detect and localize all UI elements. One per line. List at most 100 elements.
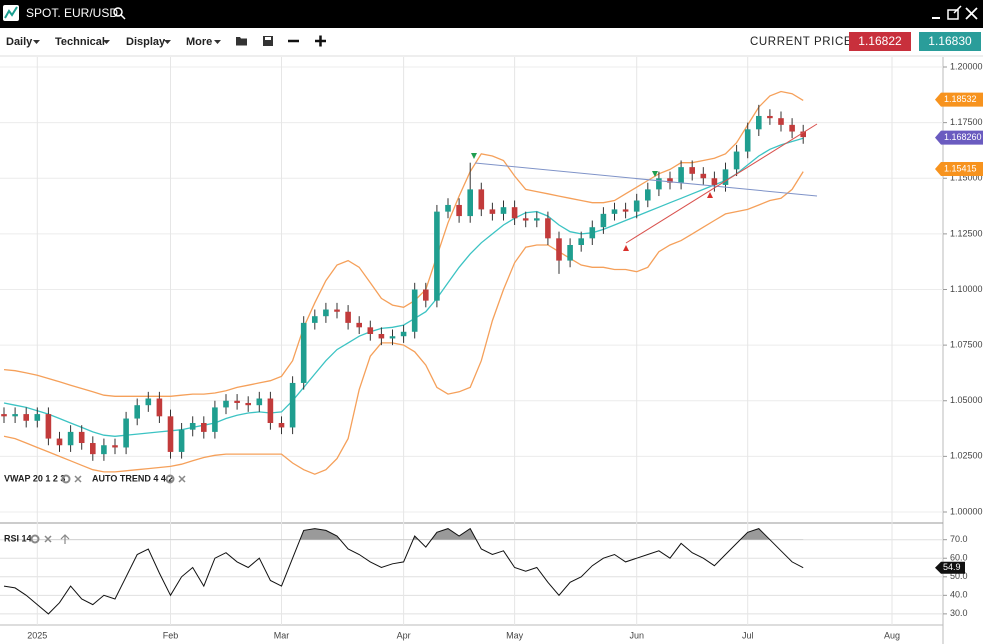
remove-icon[interactable]: [45, 536, 51, 542]
pivot-marker: [652, 171, 658, 177]
candle-body: [445, 205, 451, 212]
x-tick-label: 2025: [27, 630, 47, 640]
y-tick-label: 1.02500: [950, 451, 983, 461]
candle-body: [678, 167, 684, 183]
candle-body: [423, 290, 429, 301]
candle-body: [434, 212, 440, 301]
y-tick-label: 1.20000: [950, 61, 983, 71]
candle-body: [245, 403, 251, 405]
candle-body: [168, 416, 174, 452]
sell-price[interactable]: 1.16822: [849, 32, 911, 51]
candle-body: [312, 316, 318, 323]
candle-body: [645, 189, 651, 200]
candle-body: [279, 423, 285, 427]
y-tick-label: 1.07500: [950, 339, 983, 349]
ask-price: 1.16830: [928, 34, 972, 48]
candle-body: [123, 419, 129, 448]
candle-body: [479, 189, 485, 209]
candle-body: [634, 201, 640, 212]
candle-body: [379, 334, 385, 338]
candle-body: [35, 414, 41, 421]
candle-body: [390, 336, 396, 338]
candle-body: [68, 432, 74, 445]
y-tick-label: 1.05000: [950, 395, 983, 405]
candle-body: [590, 227, 596, 238]
remove-icon[interactable]: [179, 476, 185, 482]
candle-body: [656, 178, 662, 189]
candle-body: [756, 116, 762, 129]
candle-body: [745, 129, 751, 151]
tag-label: 1.18532: [944, 94, 977, 104]
candle-body: [179, 430, 185, 452]
candle-body: [578, 238, 584, 245]
trend-line: [626, 124, 817, 243]
candle-body: [146, 399, 152, 406]
bid-price: 1.16822: [858, 34, 902, 48]
app-icon: [3, 5, 19, 21]
tag-label: 1.168260: [944, 132, 982, 142]
candle-body: [57, 439, 63, 446]
candle-body: [512, 207, 518, 218]
remove-icon[interactable]: [75, 476, 81, 482]
save-button[interactable]: [263, 36, 273, 46]
y-tick-label: 1.00000: [950, 506, 983, 516]
candle-body: [368, 327, 374, 334]
candle-body: [345, 312, 351, 323]
y-tick-label: 40.0: [950, 590, 968, 600]
candle-body: [212, 407, 218, 431]
candle-body: [490, 209, 496, 213]
candle-body: [401, 332, 407, 336]
tag-label: 1.15415: [944, 163, 977, 173]
x-tick-label: Aug: [884, 630, 900, 640]
candle-body: [412, 290, 418, 332]
menu-label: More: [186, 36, 212, 48]
menu-display[interactable]: Display: [126, 36, 171, 48]
buy-price[interactable]: 1.16830: [919, 32, 981, 51]
x-tick-label: May: [506, 630, 524, 640]
value-tag: 54.9: [935, 562, 965, 574]
candle-body: [789, 125, 795, 132]
candle-body: [257, 399, 263, 406]
menu-technical[interactable]: Technical: [55, 36, 110, 48]
x-tick-label: Feb: [163, 630, 179, 640]
price-tag: 1.18532: [935, 93, 983, 107]
x-tick-label: Apr: [397, 630, 411, 640]
candle-body: [323, 310, 329, 317]
menu-label: Technical: [55, 36, 105, 48]
candle-body: [290, 383, 296, 427]
menu-label: Display: [126, 36, 166, 48]
indicator-label: RSI 14: [4, 533, 32, 543]
candle-body: [467, 189, 473, 216]
candle-body: [734, 152, 740, 170]
indicator-label: VWAP 20 1 2 3: [4, 473, 65, 483]
instrument-title: SPOT. EUR/USD: [26, 6, 118, 20]
candle-body: [567, 245, 573, 261]
candle-body: [223, 401, 229, 408]
candle-body: [112, 445, 118, 447]
candle-body: [268, 399, 274, 423]
y-tick-label: 30.0: [950, 608, 968, 618]
candle-body: [157, 399, 163, 417]
candle-body: [601, 214, 607, 227]
x-tick-label: Mar: [274, 630, 290, 640]
title-bar: [0, 0, 983, 28]
candle-body: [79, 432, 85, 443]
candle-body: [556, 238, 562, 260]
candle-body: [234, 401, 240, 403]
candle-body: [712, 178, 718, 185]
candle-body: [623, 209, 629, 211]
price-tag: 1.15415: [935, 162, 983, 176]
candle-body: [23, 414, 29, 421]
candle-body: [545, 218, 551, 238]
price-tag: 1.168260: [935, 131, 983, 145]
pivot-marker: [471, 153, 477, 159]
candle-body: [612, 209, 618, 213]
current-price-label: CURRENT PRICE:: [750, 36, 856, 48]
candle-body: [301, 323, 307, 383]
y-tick-label: 1.17500: [950, 117, 983, 127]
menu-label: Daily: [6, 36, 33, 48]
y-tick-label: 1.10000: [950, 284, 983, 294]
y-tick-label: 70.0: [950, 534, 968, 544]
candle-body: [501, 207, 507, 214]
